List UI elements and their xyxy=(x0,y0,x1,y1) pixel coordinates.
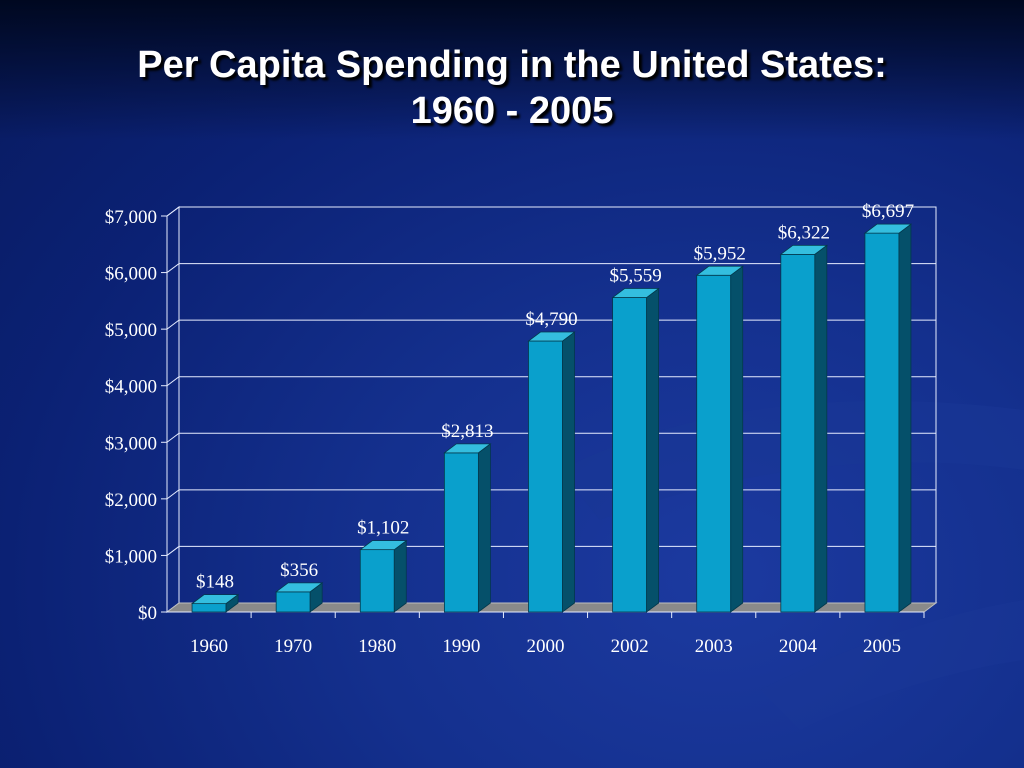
bar-side xyxy=(730,265,744,613)
x-category-label: 2005 xyxy=(863,636,901,657)
bar-1970 xyxy=(274,582,324,613)
bar-front xyxy=(780,253,816,613)
x-category-label: 1980 xyxy=(358,636,396,657)
data-label: $148 xyxy=(196,572,234,593)
x-category-label: 2004 xyxy=(779,636,818,657)
bar-front xyxy=(696,274,732,613)
x-category-label: 1990 xyxy=(442,636,480,657)
bar-top xyxy=(779,244,829,255)
bar-side xyxy=(562,331,575,613)
y-tick-label: $2,000 xyxy=(105,490,157,511)
bar-front xyxy=(864,232,900,613)
x-category-label: 2003 xyxy=(695,636,733,657)
slide-title: Per Capita Spending in the United States… xyxy=(0,42,1024,134)
y-tick-label: $1,000 xyxy=(105,546,157,567)
x-category-label: 2000 xyxy=(527,636,565,657)
bar-front xyxy=(191,603,227,613)
bar-top xyxy=(359,540,408,551)
y-tick-label: $0 xyxy=(138,603,157,624)
bar-side xyxy=(477,443,491,613)
slide-top-shading xyxy=(0,0,1024,140)
gridline xyxy=(166,432,936,443)
bar-front xyxy=(612,297,648,613)
x-category-label: 1960 xyxy=(190,636,228,657)
data-label: $4,790 xyxy=(525,309,577,330)
bar-front xyxy=(443,452,479,613)
bar-2005 xyxy=(863,223,913,613)
bar-1980 xyxy=(359,539,408,613)
bar-1960 xyxy=(190,593,240,613)
gridline xyxy=(166,489,936,500)
y-axis-tick-labels: $0 $1,000 $2,000 $3,000 $4,000 $5,000 $6,000 $7… xyxy=(105,207,157,624)
bar-side xyxy=(814,244,828,613)
bar-top xyxy=(443,443,492,454)
data-label: $356 xyxy=(280,560,318,581)
data-label: $1,102 xyxy=(357,518,409,539)
gridlines xyxy=(166,206,936,556)
bar-top xyxy=(863,223,913,234)
title-line-2: 1960 - 2005 xyxy=(410,90,614,132)
bar-top xyxy=(695,265,744,276)
gridline xyxy=(166,376,936,387)
bar-front xyxy=(528,340,563,613)
bar-top xyxy=(190,594,240,605)
data-label: $2,813 xyxy=(441,421,493,442)
y-tick-label: $6,000 xyxy=(105,264,157,285)
gridline xyxy=(166,545,936,556)
y-tick-label: $3,000 xyxy=(105,433,157,454)
gridline xyxy=(166,206,936,217)
x-axis-category-labels: 1960 1970 1980 1990 2000 2002 2003 2004 2005 xyxy=(190,636,901,657)
gridline xyxy=(166,319,936,330)
bar-top xyxy=(611,288,660,298)
data-label: $5,559 xyxy=(609,266,661,287)
bars xyxy=(190,223,913,613)
data-label: $6,697 xyxy=(862,201,914,222)
bar-1990 xyxy=(443,443,492,613)
bar-2003 xyxy=(695,265,744,613)
bar-front xyxy=(359,549,395,613)
bar-side xyxy=(646,287,660,613)
y-tick-label: $5,000 xyxy=(105,320,157,341)
data-label: $5,952 xyxy=(694,243,746,264)
bar-side xyxy=(898,223,912,613)
y-tick-label: $4,000 xyxy=(105,377,157,398)
data-labels: $148 $356 $1,102 $2,813 $4,790 $5,559 $5,952 $6… xyxy=(196,201,914,592)
bar-side xyxy=(393,539,407,613)
bar-2002 xyxy=(611,287,660,613)
bar-front xyxy=(275,591,311,613)
bar-2004 xyxy=(779,244,829,613)
bar-top xyxy=(274,582,324,593)
title-line-1: Per Capita Spending in the United States… xyxy=(137,44,887,86)
y-tick-label: $7,000 xyxy=(105,207,157,228)
gridline xyxy=(166,263,936,273)
data-label: $6,322 xyxy=(778,222,830,243)
x-category-label: 2002 xyxy=(611,636,649,657)
x-category-label: 1970 xyxy=(274,636,312,657)
bar-2000 xyxy=(527,331,576,613)
bar-top xyxy=(527,331,576,342)
